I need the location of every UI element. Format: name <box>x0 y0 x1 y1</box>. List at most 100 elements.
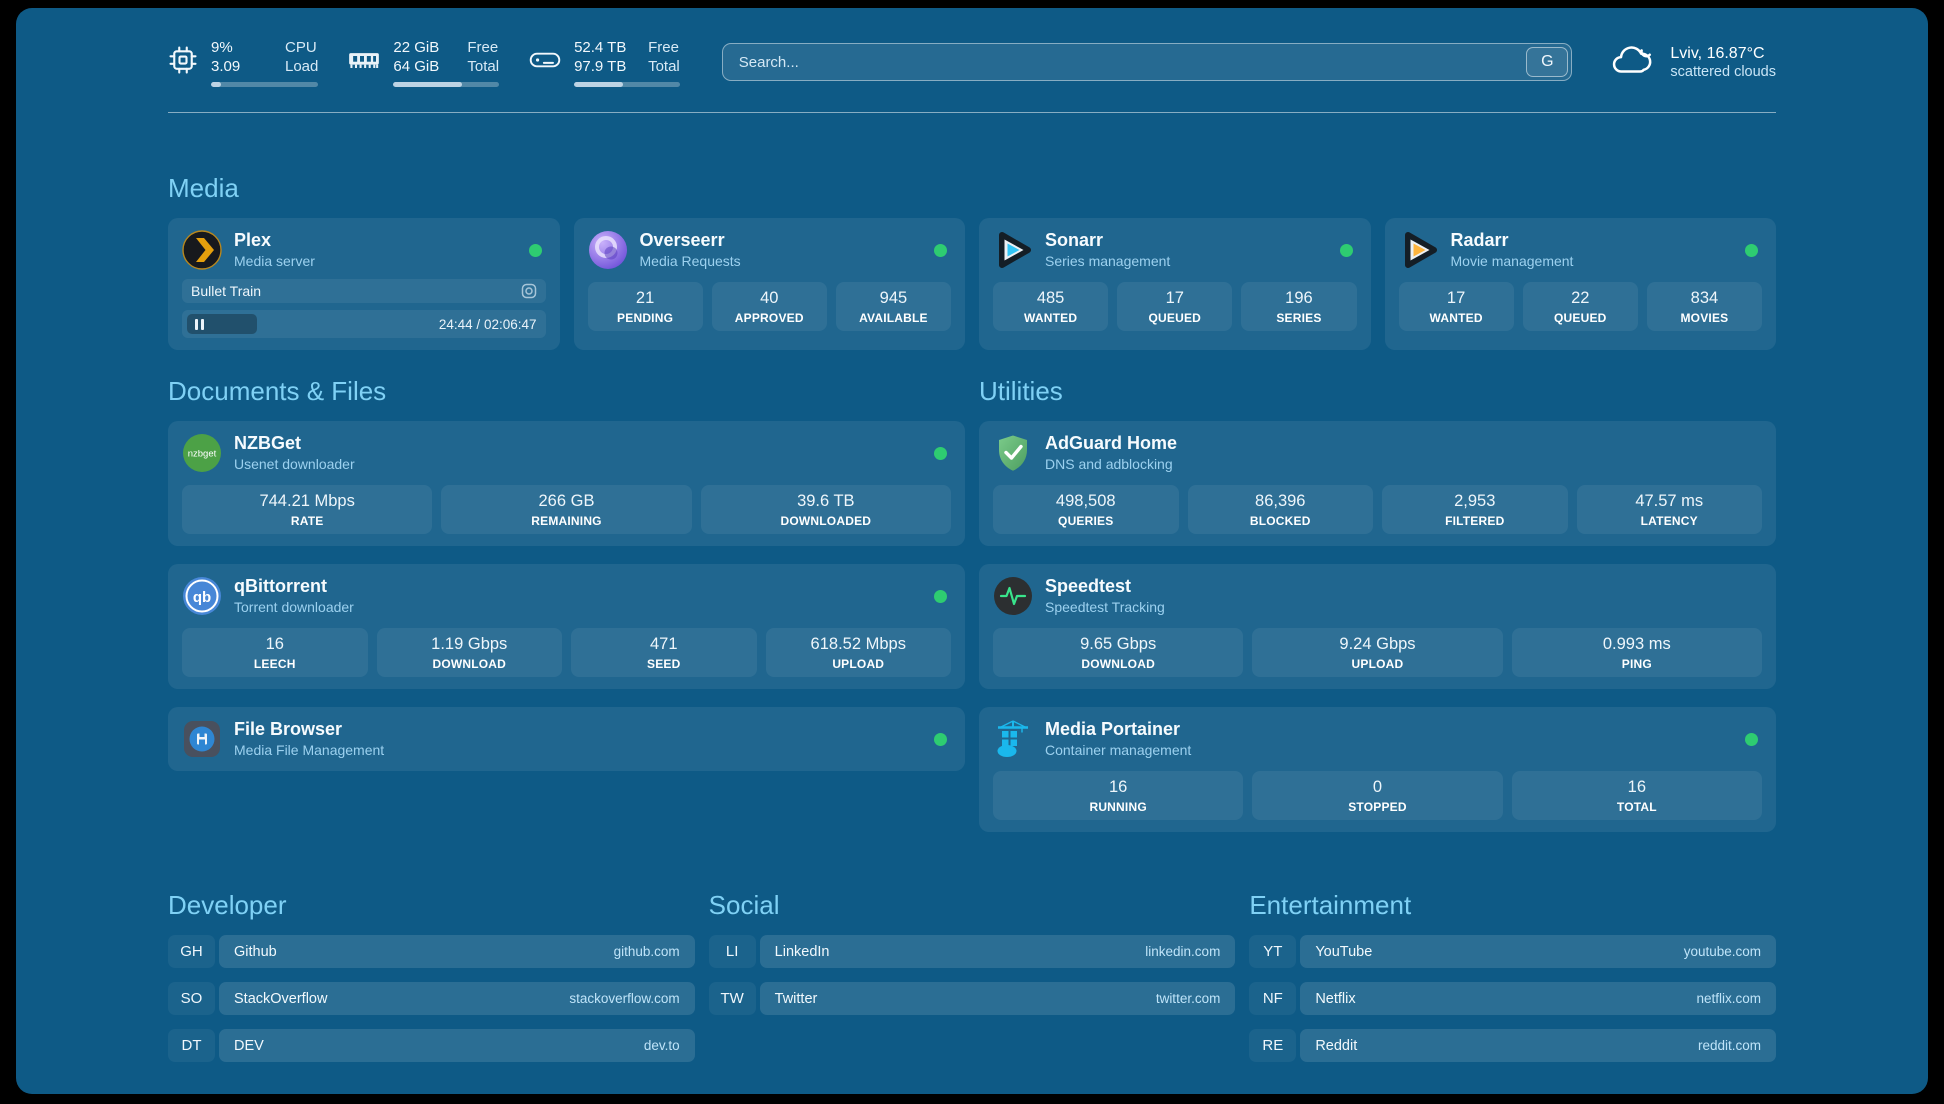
stat-label: WANTED <box>1023 311 1078 325</box>
stat-label: SEED <box>647 657 681 671</box>
memory-total-label: Total <box>467 58 500 75</box>
stat-value: 9.65 Gbps <box>1080 635 1157 653</box>
cpu-load-value: 3.09 <box>211 58 241 75</box>
cpu-usage-value: 9% <box>211 38 233 56</box>
disk-total-value: 97.9 TB <box>574 58 627 75</box>
speedtest-stat-ping: 0.993 ms PING <box>1511 628 1762 677</box>
plex-duration-time: 02:06:47 <box>483 316 537 332</box>
bookmark-linkedin[interactable]: LI LinkedIn linkedin.com <box>708 935 1236 968</box>
stat-value: 16 <box>1108 778 1128 796</box>
sonarr-icon <box>993 230 1033 270</box>
plex-elapsed-time: 24:44 <box>438 316 473 332</box>
bookmark-name: DEV <box>234 1037 264 1054</box>
plex-status-dot <box>528 243 542 257</box>
filebrowser-subtitle: Media File Management <box>234 741 385 758</box>
radarr-stat-queued: 22 QUEUED <box>1522 282 1638 331</box>
bookmark-reddit[interactable]: RE Reddit reddit.com <box>1249 1029 1776 1062</box>
cpu-load-label: Load <box>285 58 319 75</box>
memory-icon <box>348 48 380 77</box>
bookmark-abbr: TW <box>708 982 756 1015</box>
stat-label: FILTERED <box>1445 514 1505 528</box>
filebrowser-title: File Browser <box>234 719 343 740</box>
developer-bookmarks-section: Developer GH Github github.com SO StackO… <box>168 890 695 1076</box>
documents-section: Documents & Files nzbget <box>168 376 965 832</box>
stat-label: LATENCY <box>1640 514 1698 528</box>
nzbget-card[interactable]: nzbget NZBGet Usenet downloader 74 <box>168 421 965 546</box>
stat-label: UPLOAD <box>832 657 885 671</box>
weather-location-temp: Lviv, 16.87°C <box>1670 44 1765 62</box>
stat-value: 834 <box>1690 289 1719 307</box>
stat-value: 40 <box>760 289 779 307</box>
bookmark-dev[interactable]: DT DEV dev.to <box>168 1029 695 1062</box>
sonarr-stat-series: 196 SERIES <box>1241 282 1357 331</box>
bookmark-stackoverflow[interactable]: SO StackOverflow stackoverflow.com <box>168 982 695 1015</box>
radarr-card[interactable]: Radarr Movie management 17 WANTED 22 QUE… <box>1384 218 1776 350</box>
now-playing-session-icon[interactable] <box>521 283 537 299</box>
plex-player-row: 24:44 / 02:06:47 <box>182 310 546 338</box>
stat-label: MOVIES <box>1680 311 1729 325</box>
bookmark-url: twitter.com <box>1155 991 1221 1006</box>
speedtest-card[interactable]: Speedtest Speedtest Tracking 9.65 Gbps D… <box>979 564 1776 689</box>
memory-widget: 22 GiB 64 GiB Free Total <box>348 38 500 87</box>
nzbget-title: NZBGet <box>234 433 301 454</box>
bookmark-url: reddit.com <box>1697 1038 1761 1053</box>
stat-value: 21 <box>635 289 655 307</box>
cpu-progress-fill <box>211 81 221 87</box>
stat-label: APPROVED <box>734 311 804 325</box>
search-bar: G <box>721 43 1573 81</box>
overseerr-subtitle: Media Requests <box>639 252 741 269</box>
qbittorrent-stat-leech: 16 LEECH <box>182 628 368 677</box>
portainer-card[interactable]: Media Portainer Container management 16 … <box>979 707 1776 832</box>
stat-label: UPLOAD <box>1351 657 1404 671</box>
memory-free-label: Free <box>467 38 499 56</box>
sonarr-status-dot <box>1339 243 1353 257</box>
dashboard-content: 9% 3.09 CPU Load <box>16 8 1928 1076</box>
stat-label: QUERIES <box>1058 514 1114 528</box>
portainer-stat-total: 16 TOTAL <box>1511 771 1762 820</box>
bookmark-netflix[interactable]: NF Netflix netflix.com <box>1249 982 1776 1015</box>
nzbget-stat-downloaded: 39.6 TB DOWNLOADED <box>700 485 951 534</box>
bookmark-name: Twitter <box>774 990 818 1007</box>
stat-label: WANTED <box>1429 311 1483 325</box>
stat-label: DOWNLOAD <box>1081 657 1155 671</box>
entertainment-section-title: Entertainment <box>1249 890 1412 920</box>
bookmark-twitter[interactable]: TW Twitter twitter.com <box>708 982 1236 1015</box>
portainer-title: Media Portainer <box>1045 719 1181 740</box>
stat-label: PENDING <box>617 311 674 325</box>
adguard-stat-latency: 47.57 ms LATENCY <box>1576 485 1762 534</box>
speedtest-stat-download: 9.65 Gbps DOWNLOAD <box>993 628 1244 677</box>
sonarr-card[interactable]: Sonarr Series management 485 WANTED 17 Q… <box>979 218 1371 350</box>
bookmark-youtube[interactable]: YT YouTube youtube.com <box>1249 935 1776 968</box>
speedtest-stat-upload: 9.24 Gbps UPLOAD <box>1252 628 1503 677</box>
adguard-stat-queries: 498,508 QUERIES <box>993 485 1179 534</box>
system-widgets: 9% 3.09 CPU Load <box>168 38 680 87</box>
media-section: Media Plex Media server <box>168 173 1776 350</box>
bookmark-github[interactable]: GH Github github.com <box>168 935 695 968</box>
bookmark-abbr: DT <box>168 1029 215 1062</box>
disk-total-label: Total <box>648 58 680 75</box>
filebrowser-card[interactable]: File Browser Media File Management <box>168 707 965 771</box>
qbittorrent-card[interactable]: qb qBittorrent Torrent downloader <box>168 564 965 689</box>
stat-label: TOTAL <box>1616 800 1657 814</box>
pause-icon[interactable] <box>195 318 204 330</box>
stat-value: 0.993 ms <box>1602 635 1671 653</box>
search-provider-button[interactable]: G <box>1526 47 1569 77</box>
search-input[interactable] <box>722 44 1524 80</box>
nzbget-icon: nzbget <box>182 433 222 473</box>
stat-value: 196 <box>1285 289 1313 307</box>
bookmark-name: Reddit <box>1315 1037 1358 1054</box>
bookmark-abbr: SO <box>168 982 215 1015</box>
plex-card[interactable]: Plex Media server Bullet Train <box>168 218 560 350</box>
stat-label: RUNNING <box>1089 800 1147 814</box>
memory-progress-track <box>393 81 500 87</box>
bookmark-abbr: RE <box>1249 1029 1297 1062</box>
disk-free-label: Free <box>648 38 679 56</box>
qbittorrent-stat-upload: 618.52 Mbps UPLOAD <box>765 628 951 677</box>
top-bar: 9% 3.09 CPU Load <box>168 38 1776 87</box>
plex-now-playing-row: Bullet Train <box>182 279 546 303</box>
adguard-card[interactable]: AdGuard Home DNS and adblocking 498,508 … <box>979 421 1776 546</box>
bookmark-abbr: YT <box>1249 935 1297 968</box>
stat-label: QUEUED <box>1148 311 1202 325</box>
nzbget-status-dot <box>934 446 947 460</box>
overseerr-card[interactable]: Overseerr Media Requests 21 PENDING 40 A… <box>573 218 965 350</box>
